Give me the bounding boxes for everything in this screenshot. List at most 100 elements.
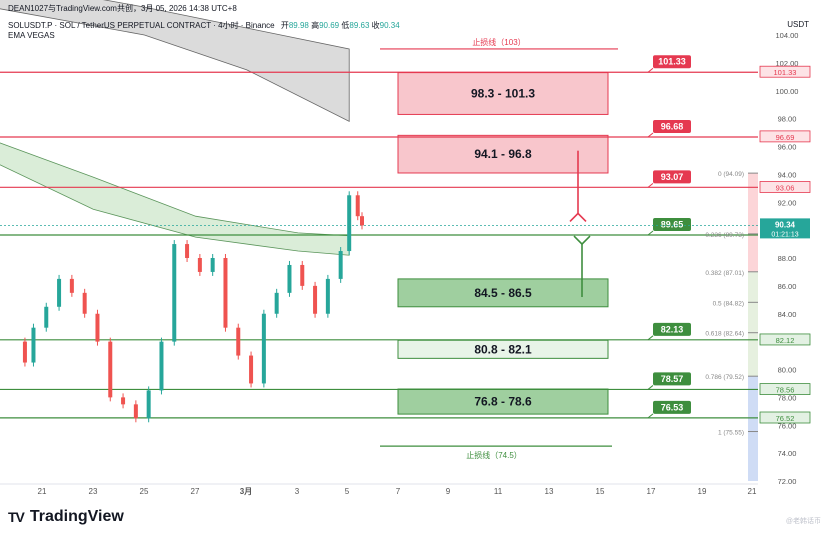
- symbol-name[interactable]: SOLUSDT.P · SOL / TetherUS PERPETUAL CON…: [8, 21, 275, 30]
- level-tag: [653, 322, 691, 336]
- fib-zone-middle: [748, 271, 758, 377]
- level-tag-connector: [647, 132, 654, 138]
- axis-price-tag-text: 96.69: [776, 133, 795, 142]
- axis-price-tag-text: 93.06: [776, 183, 795, 192]
- y-tick-label: 96.00: [778, 143, 797, 152]
- candle-body: [108, 341, 113, 398]
- fib-label: 0.5 (84.82): [713, 300, 744, 307]
- x-tick-label: 25: [140, 487, 149, 496]
- x-tick-label: 15: [596, 487, 605, 496]
- level-tag-connector: [647, 385, 654, 390]
- candle-body: [236, 327, 241, 356]
- last-price-text: 90.34: [775, 220, 796, 229]
- level-tag-connector: [647, 182, 654, 188]
- y-tick-label: 78.00: [778, 393, 797, 402]
- level-tag: [653, 120, 691, 134]
- down-arrowhead-icon: [569, 212, 587, 222]
- level-tag-text: 76.53: [661, 402, 684, 412]
- ohlc-open: 开89.98: [280, 21, 309, 30]
- zone-box[interactable]: [397, 134, 609, 174]
- candle-body: [360, 216, 364, 226]
- tradingview-brand[interactable]: TV TradingView: [8, 508, 124, 526]
- candle-body: [338, 251, 343, 279]
- fib-zone-upper: [748, 173, 758, 272]
- level-tag-text: 78.57: [661, 374, 684, 384]
- x-tick-label: 7: [396, 487, 401, 496]
- axis-price-tag: [759, 383, 811, 395]
- last-price-countdown: 01:21:13: [771, 231, 798, 238]
- y-tick-label: 74.00: [778, 449, 797, 458]
- x-tick-label: 3月: [240, 487, 252, 496]
- zone-label: 76.8 - 78.6: [474, 395, 532, 409]
- level-tag: [653, 55, 691, 69]
- x-tick-label: 9: [446, 487, 451, 496]
- zone-box[interactable]: [397, 72, 609, 115]
- x-tick-label: 23: [89, 487, 98, 496]
- fib-zone-lower: [748, 376, 758, 481]
- y-tick-label: 84.00: [778, 310, 797, 319]
- candle-body: [57, 278, 62, 307]
- y-tick-label: 100.00: [776, 87, 799, 96]
- ema-lower-band: [0, 142, 350, 256]
- candle-body: [82, 292, 87, 314]
- price-axis[interactable]: [758, 0, 829, 534]
- level-tag-text: 89.65: [661, 220, 684, 230]
- ohlc-low: 低89.63: [341, 21, 370, 30]
- stop-loss-label: 止损线（103）: [472, 37, 525, 47]
- zone-box[interactable]: [397, 278, 609, 308]
- candle-body: [355, 195, 360, 217]
- axis-price-tag: [759, 411, 811, 424]
- y-tick-label: 80.00: [778, 366, 797, 375]
- candle-body: [31, 327, 36, 363]
- candle-body: [347, 195, 352, 252]
- candle-body: [22, 341, 27, 363]
- candle-body: [249, 355, 254, 384]
- fib-label: 0.236 (89.73): [705, 232, 744, 239]
- watermark: @老韩话币: [785, 518, 821, 525]
- level-tag-connector: [647, 230, 654, 236]
- x-tick-label: 11: [494, 487, 503, 496]
- symbol-line: SOLUSDT.P · SOL / TetherUS PERPETUAL CON…: [8, 21, 400, 31]
- axis-price-tag-text: 82.12: [776, 336, 795, 345]
- x-tick-label: 17: [647, 487, 656, 496]
- candle-body: [146, 390, 151, 419]
- y-tick-label: 76.00: [778, 421, 797, 430]
- axis-price-tag-text: 76.52: [776, 414, 795, 423]
- level-tag-text: 82.13: [661, 324, 684, 334]
- y-tick-label: 88.00: [778, 254, 797, 263]
- candle-body: [185, 244, 190, 258]
- level-tag-text: 93.07: [661, 172, 684, 182]
- level-tag-connector: [647, 67, 654, 73]
- candle-body: [44, 306, 49, 328]
- level-tag-connector: [647, 335, 654, 341]
- axis-price-tag: [759, 181, 811, 193]
- candle-body: [325, 278, 330, 314]
- currency-label: USDT: [787, 20, 809, 29]
- indicator-label[interactable]: EMA VEGAS: [8, 31, 55, 40]
- level-tag: [653, 170, 691, 184]
- level-tag: [653, 400, 691, 414]
- x-tick-label: 27: [191, 487, 200, 496]
- candle-body: [95, 313, 100, 342]
- x-tick-label: 5: [345, 487, 350, 496]
- candle-body: [313, 285, 318, 314]
- brand-name: TradingView: [29, 508, 124, 525]
- y-tick-label: 102.00: [776, 59, 799, 68]
- candle-body: [133, 404, 138, 419]
- candle-body: [197, 258, 202, 272]
- level-tag: [653, 218, 691, 232]
- candle-body: [261, 313, 266, 384]
- candle-body: [159, 341, 164, 391]
- zone-label: 98.3 - 101.3: [471, 87, 535, 101]
- axis-price-tag: [759, 130, 811, 143]
- candle-body: [223, 258, 228, 328]
- x-tick-label: 21: [748, 487, 757, 496]
- zone-label: 80.8 - 82.1: [474, 342, 532, 356]
- candle-body: [274, 292, 279, 314]
- candle-body: [121, 397, 126, 405]
- tradingview-logo-icon: TV: [8, 509, 25, 525]
- last-price-tag[interactable]: [760, 218, 810, 239]
- y-tick-label: 94.00: [778, 170, 797, 179]
